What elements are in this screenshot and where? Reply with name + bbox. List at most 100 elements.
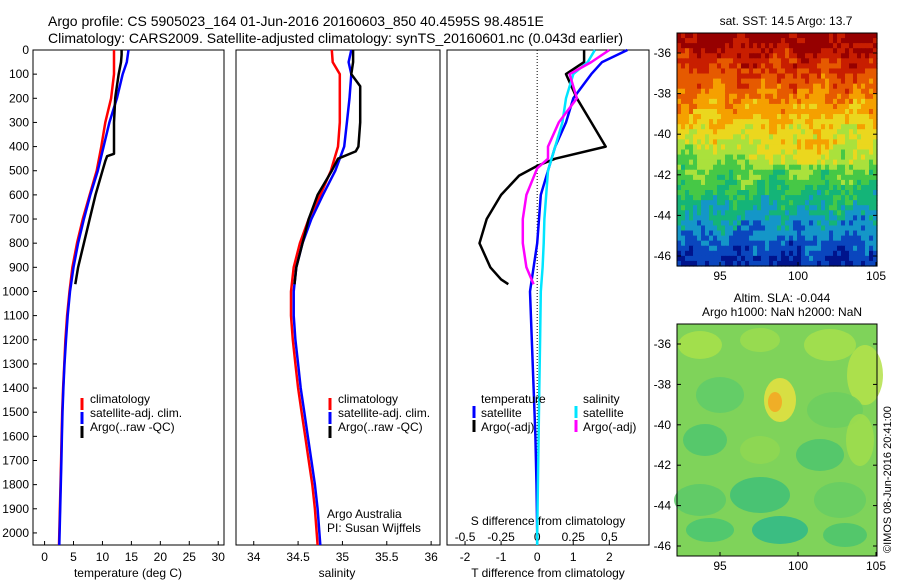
sst-cell <box>841 230 846 237</box>
sst-cell <box>733 93 738 100</box>
sst-cell <box>765 154 770 161</box>
sst-cell <box>677 83 682 90</box>
sst-cell <box>741 114 746 120</box>
sst-cell <box>749 220 754 227</box>
sst-cell <box>805 159 810 166</box>
sst-cell <box>765 33 770 39</box>
sst-cell <box>705 174 710 181</box>
sst-cell <box>677 114 682 120</box>
sst-cell <box>705 114 710 120</box>
sst-cell <box>857 250 862 257</box>
sst-cell <box>769 139 774 146</box>
sst-cell <box>765 215 770 222</box>
sst-cell <box>773 245 778 252</box>
sst-cell <box>757 103 762 110</box>
sst-cell <box>685 119 690 125</box>
sst-cell <box>725 98 730 105</box>
sst-cell <box>761 179 766 186</box>
difference-profile-lines <box>478 48 628 545</box>
sst-cell <box>713 255 718 262</box>
sst-cell <box>781 68 786 75</box>
series-line-2 <box>74 50 123 285</box>
sst-cell <box>709 184 714 191</box>
sst-cell <box>681 169 686 176</box>
sst-cell <box>773 129 778 135</box>
s-difference-label: S difference from climatology <box>471 514 626 528</box>
sst-cell <box>717 215 722 222</box>
sst-cell <box>761 235 766 242</box>
sst-cell <box>789 240 794 247</box>
sla-blob <box>807 392 863 428</box>
sst-cell <box>689 124 694 130</box>
sst-cell <box>713 134 718 140</box>
sst-cell <box>777 159 782 166</box>
sst-cell <box>781 58 786 64</box>
sst-cell <box>713 154 718 161</box>
sst-cell <box>689 260 694 267</box>
sst-cell <box>733 260 738 267</box>
sst-cell <box>745 205 750 211</box>
sst-cell <box>829 260 834 267</box>
sst-cell <box>837 124 842 130</box>
sst-cell <box>837 250 842 257</box>
sst-cell <box>849 169 854 176</box>
sst-cell <box>857 245 862 252</box>
sst-cell <box>741 225 746 232</box>
sst-cell <box>833 134 838 140</box>
sst-cell <box>825 78 830 85</box>
sst-cell <box>761 43 766 49</box>
sst-cell <box>805 190 810 196</box>
sst-cell <box>761 220 766 227</box>
sst-cell <box>793 235 798 242</box>
sst-cell <box>745 235 750 242</box>
sst-cell <box>689 78 694 85</box>
sst-cell <box>701 200 706 206</box>
sst-cell <box>693 245 698 252</box>
sst-cell <box>781 220 786 227</box>
sst-cell <box>717 240 722 247</box>
sst-cell <box>801 235 806 242</box>
sst-cell <box>777 215 782 222</box>
sst-cell <box>709 159 714 166</box>
sst-cell <box>777 68 782 75</box>
sst-cell <box>717 149 722 156</box>
sst-cell <box>777 250 782 257</box>
sst-cell <box>681 93 686 100</box>
sst-cell <box>689 210 694 216</box>
sst-cell <box>861 154 866 161</box>
sst-cell <box>821 169 826 176</box>
s-tick-label: 0.25 <box>562 530 586 544</box>
sst-cell <box>809 58 814 64</box>
sst-cell <box>761 149 766 156</box>
sst-cell <box>817 93 822 100</box>
sst-cell <box>741 83 746 90</box>
sst-cell <box>857 184 862 191</box>
sla-latitude-ticks: -36-38-40-42-44-46 <box>654 337 877 553</box>
sst-cell <box>817 108 822 115</box>
sst-cell <box>841 48 846 54</box>
sst-cell <box>793 93 798 100</box>
sst-cell <box>761 73 766 80</box>
sst-cell <box>741 230 746 237</box>
sst-cell <box>821 154 826 161</box>
sst-cell <box>729 124 734 130</box>
sst-cell <box>817 230 822 237</box>
sst-cell <box>681 154 686 161</box>
sst-cell <box>725 73 730 80</box>
sst-cell <box>785 225 790 232</box>
sst-cell <box>817 190 822 196</box>
sst-cell <box>745 149 750 156</box>
sst-cell <box>773 179 778 186</box>
sst-cell <box>869 149 874 156</box>
sst-cell <box>681 230 686 237</box>
sst-cell <box>837 144 842 151</box>
sst-cell <box>841 63 846 70</box>
sst-cell <box>821 43 826 49</box>
sst-cell <box>821 220 826 227</box>
sst-cell <box>857 98 862 105</box>
sst-cell <box>693 48 698 54</box>
sst-cell <box>749 235 754 242</box>
sst-cell <box>837 78 842 85</box>
sst-cell <box>785 179 790 186</box>
sst-cell <box>825 83 830 90</box>
